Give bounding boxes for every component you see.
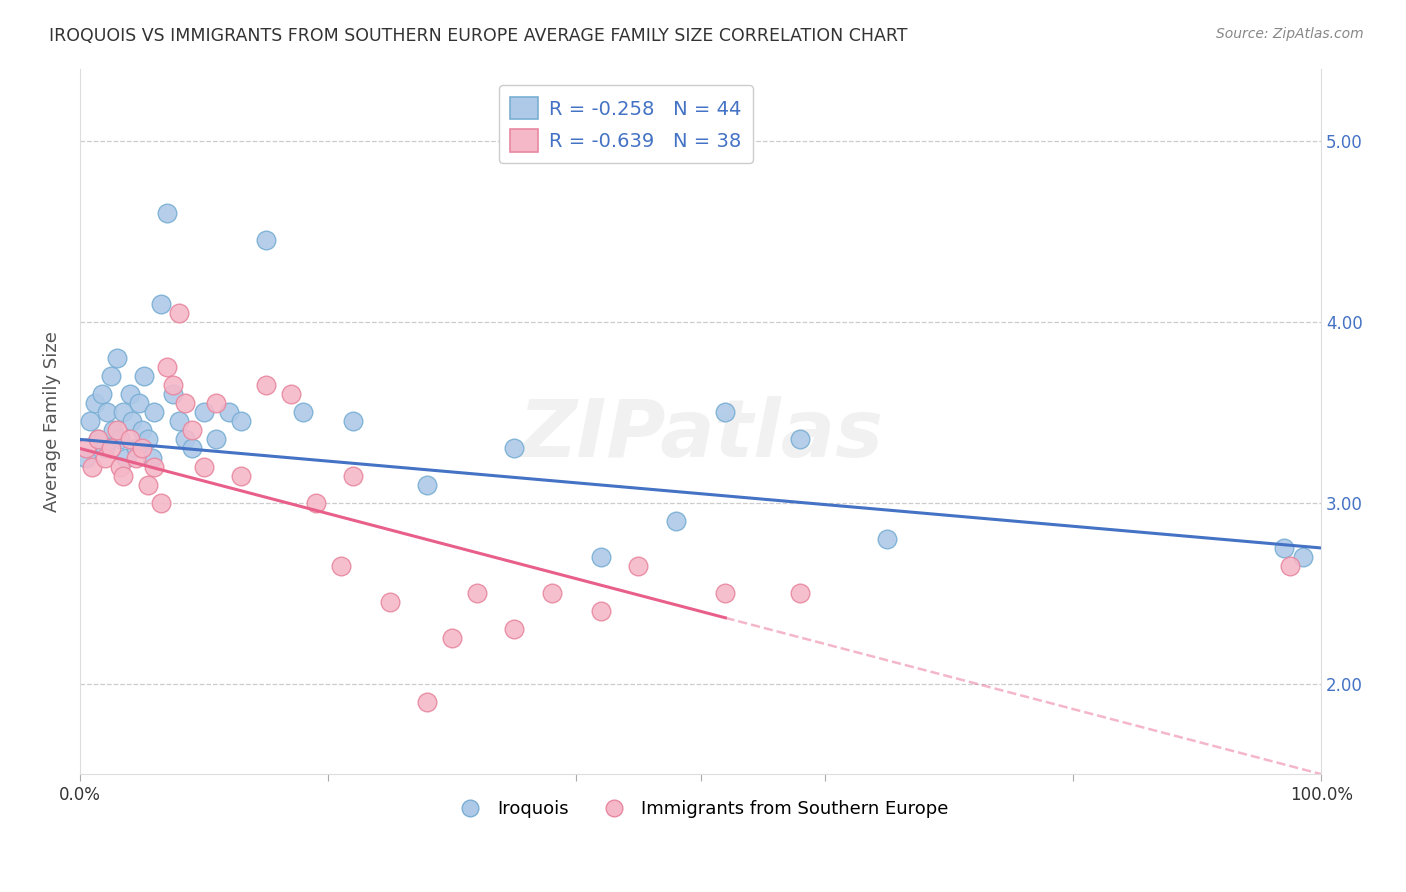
Point: [156, 359, 179, 374]
Point: [205, 433, 228, 447]
Point: [231, 468, 253, 483]
Point: [789, 433, 811, 447]
Point: [136, 433, 159, 447]
Text: ZIPatlas: ZIPatlas: [517, 396, 883, 475]
Point: [87, 433, 110, 447]
Point: [156, 206, 179, 220]
Point: [125, 442, 148, 456]
Point: [105, 423, 128, 437]
Point: [103, 423, 125, 437]
Point: [131, 442, 153, 456]
Point: [180, 442, 202, 456]
Point: [503, 623, 526, 637]
Point: [540, 586, 562, 600]
Point: [134, 369, 156, 384]
Point: [82, 459, 104, 474]
Point: [108, 433, 131, 447]
Point: [118, 387, 141, 401]
Point: [416, 477, 439, 491]
Point: [112, 468, 135, 483]
Point: [180, 423, 202, 437]
Y-axis label: Average Family Size: Average Family Size: [44, 331, 60, 512]
Point: [125, 450, 148, 465]
Point: [167, 414, 190, 428]
Point: [342, 414, 364, 428]
Point: [108, 459, 131, 474]
Text: Source: ZipAtlas.com: Source: ZipAtlas.com: [1216, 27, 1364, 41]
Point: [79, 414, 101, 428]
Point: [112, 405, 135, 419]
Point: [143, 405, 166, 419]
Text: IROQUOIS VS IMMIGRANTS FROM SOUTHERN EUROPE AVERAGE FAMILY SIZE CORRELATION CHAR: IROQUOIS VS IMMIGRANTS FROM SOUTHERN EUR…: [49, 27, 908, 45]
Point: [136, 477, 159, 491]
Point: [416, 695, 439, 709]
Point: [254, 378, 277, 392]
Point: [1279, 559, 1302, 574]
Point: [162, 378, 184, 392]
Point: [93, 450, 115, 465]
Point: [789, 586, 811, 600]
Point: [714, 405, 737, 419]
Point: [305, 496, 328, 510]
Point: [218, 405, 240, 419]
Point: [121, 414, 143, 428]
Point: [174, 433, 197, 447]
Point: [167, 306, 190, 320]
Point: [465, 586, 488, 600]
Point: [503, 442, 526, 456]
Point: [96, 405, 118, 419]
Point: [118, 433, 141, 447]
Point: [627, 559, 650, 574]
Point: [591, 604, 613, 618]
Point: [93, 442, 115, 456]
Point: [280, 387, 302, 401]
Point: [141, 450, 163, 465]
Point: [75, 450, 97, 465]
Point: [149, 296, 172, 310]
Point: [149, 496, 172, 510]
Point: [231, 414, 253, 428]
Point: [100, 369, 122, 384]
Point: [193, 405, 215, 419]
Point: [380, 595, 402, 609]
Point: [1291, 549, 1313, 564]
Point: [105, 351, 128, 365]
Point: [87, 433, 110, 447]
Point: [876, 532, 898, 546]
Point: [714, 586, 737, 600]
Point: [174, 396, 197, 410]
Point: [75, 442, 97, 456]
Point: [193, 459, 215, 474]
Point: [91, 387, 114, 401]
Point: [254, 234, 277, 248]
Point: [128, 396, 150, 410]
Point: [342, 468, 364, 483]
Point: [591, 549, 613, 564]
Point: [292, 405, 315, 419]
Legend: Iroquois, Immigrants from Southern Europe: Iroquois, Immigrants from Southern Europ…: [446, 793, 956, 825]
Point: [100, 442, 122, 456]
Point: [665, 514, 688, 528]
Point: [441, 632, 464, 646]
Point: [329, 559, 352, 574]
Point: [162, 387, 184, 401]
Point: [114, 450, 136, 465]
Point: [205, 396, 228, 410]
Point: [131, 423, 153, 437]
Point: [83, 396, 105, 410]
Point: [143, 459, 166, 474]
Point: [1272, 541, 1295, 555]
